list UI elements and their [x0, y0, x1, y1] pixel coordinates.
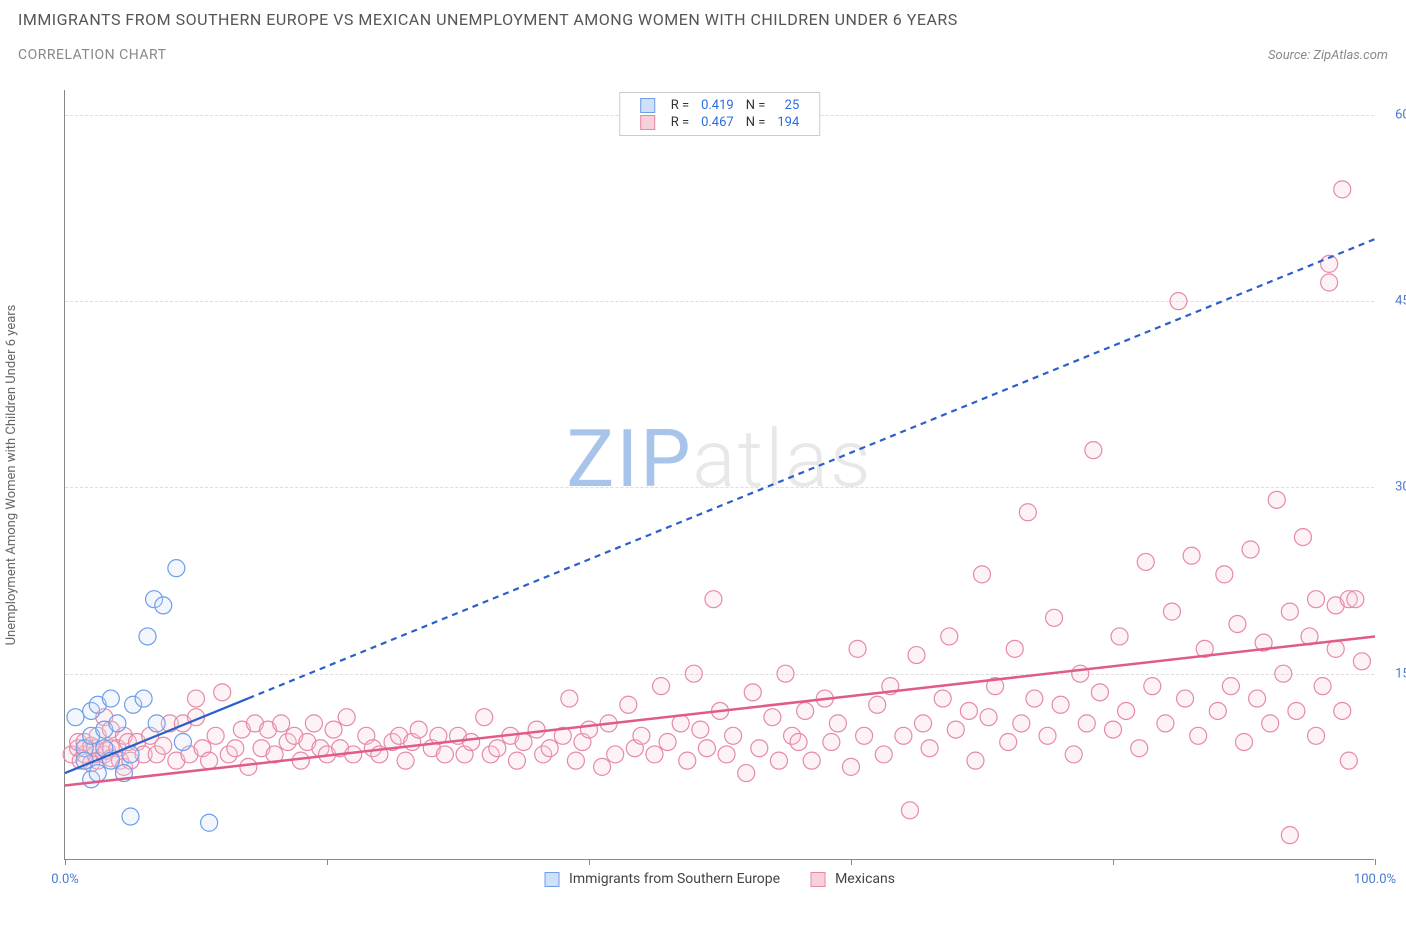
- x-tick: [327, 859, 328, 865]
- x-tick: [851, 859, 852, 865]
- correlation-chart: Unemployment Among Women with Children U…: [18, 90, 1388, 910]
- page-subtitle: CORRELATION CHART: [18, 47, 166, 63]
- series-legend: Immigrants from Southern Europe Mexicans: [544, 871, 895, 887]
- legend-stat-row: R =0.419N =25: [634, 97, 806, 114]
- x-tick: [65, 859, 66, 865]
- source-label: Source: ZipAtlas.com: [1268, 48, 1388, 63]
- y-tick-label: 15.0%: [1395, 666, 1406, 681]
- x-tick: [1113, 859, 1114, 865]
- x-tick: [1375, 859, 1376, 865]
- legend-item: Immigrants from Southern Europe: [544, 871, 780, 887]
- plot-area: ZIPatlas R =0.419N =25R =0.467N =194 Imm…: [64, 90, 1374, 860]
- y-tick-label: 45.0%: [1395, 294, 1406, 309]
- y-tick-label: 30.0%: [1395, 480, 1406, 495]
- legend-stat-row: R =0.467N =194: [634, 114, 806, 131]
- trend-lines: [65, 90, 1374, 859]
- x-tick-label: 100.0%: [1354, 872, 1396, 887]
- stats-legend: R =0.419N =25R =0.467N =194: [619, 92, 821, 136]
- x-tick-label: 0.0%: [51, 872, 79, 887]
- y-tick-label: 60.0%: [1395, 107, 1406, 122]
- legend-item: Mexicans: [810, 871, 895, 887]
- x-tick: [589, 859, 590, 865]
- page-title: IMMIGRANTS FROM SOUTHERN EUROPE VS MEXIC…: [18, 10, 1388, 29]
